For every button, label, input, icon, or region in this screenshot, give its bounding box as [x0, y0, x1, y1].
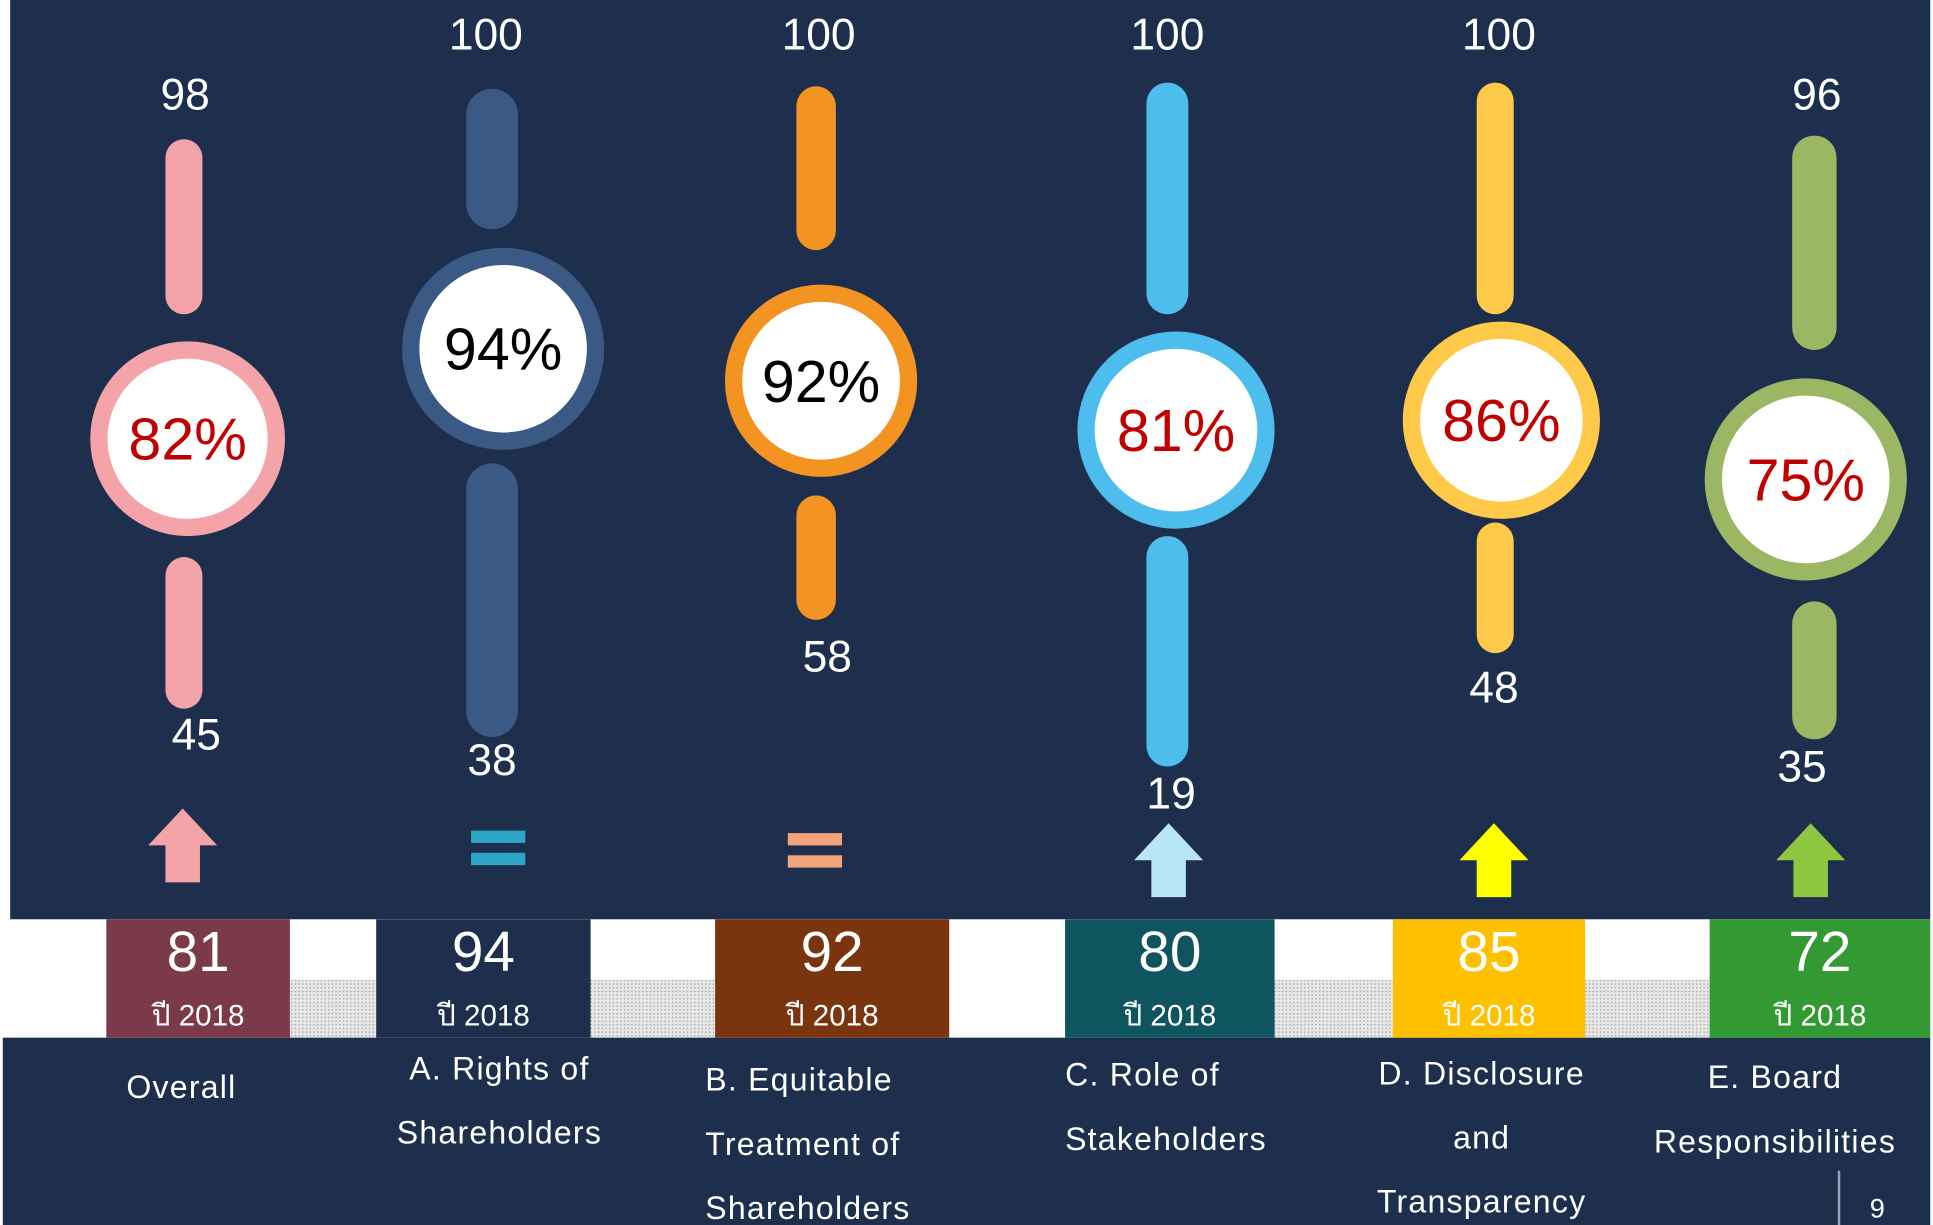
score-box	[106, 919, 290, 1038]
score-box	[1392, 919, 1586, 1038]
score-box	[1065, 919, 1275, 1038]
background	[10, 0, 1931, 920]
score-box	[376, 919, 591, 1038]
category-label: Shareholders	[397, 1115, 602, 1151]
year: ปี 2018	[151, 999, 245, 1032]
percent-ring	[90, 341, 285, 537]
score-box	[715, 919, 950, 1038]
percent-ring	[724, 284, 918, 477]
score: 85	[1458, 921, 1521, 984]
max-value: 100	[782, 10, 856, 59]
max-value: 96	[1792, 71, 1841, 120]
min-value: 35	[1777, 742, 1826, 791]
trend-arrow	[1134, 823, 1204, 898]
percent-ring	[402, 247, 605, 450]
trend-equal	[787, 833, 843, 846]
max-value: 100	[449, 10, 523, 59]
category-label: E. Board	[1708, 1059, 1842, 1095]
score: 94	[452, 921, 515, 984]
percent: 75%	[1747, 446, 1865, 513]
band-shade	[590, 979, 716, 1038]
category-label: Stakeholders	[1065, 1121, 1267, 1157]
trend-arrow	[1776, 823, 1846, 898]
percent: 81%	[1117, 397, 1235, 464]
trend-arrow	[1459, 823, 1529, 898]
percent-ring	[1704, 378, 1907, 581]
category-label: A. Rights of	[409, 1051, 589, 1087]
score-box	[1709, 919, 1931, 1038]
score: 80	[1138, 921, 1201, 984]
percent: 82%	[128, 406, 246, 473]
year: ปี 2018	[785, 999, 879, 1032]
percent: 94%	[444, 316, 562, 383]
score: 81	[167, 921, 230, 984]
trend-arrow	[148, 808, 218, 883]
category-label: B. Equitable	[705, 1062, 893, 1098]
percent-ring	[1402, 321, 1600, 519]
trend-equal	[787, 855, 843, 868]
background	[2, 1037, 1931, 1225]
max-value: 98	[160, 71, 209, 120]
min-value: 19	[1146, 769, 1195, 818]
category-label: and	[1453, 1120, 1510, 1156]
percent: 92%	[762, 348, 880, 415]
band-shade	[1274, 979, 1393, 1038]
year: ปี 2018	[1772, 999, 1866, 1032]
min-value: 48	[1469, 663, 1518, 712]
year: ปี 2018	[1442, 999, 1536, 1032]
category-label: Transparency	[1377, 1184, 1586, 1220]
year: ปี 2018	[436, 999, 530, 1032]
category-label: D. Disclosure	[1378, 1056, 1584, 1092]
score: 72	[1788, 921, 1851, 984]
min-value: 45	[172, 710, 221, 759]
trend-equal	[471, 852, 526, 866]
percent: 86%	[1442, 387, 1560, 454]
max-value: 100	[1130, 10, 1204, 59]
category-label: Responsibilities	[1654, 1123, 1896, 1159]
percent-ring	[1077, 331, 1275, 529]
year: ปี 2018	[1122, 999, 1216, 1032]
category-label: Shareholders	[705, 1190, 910, 1225]
score: 92	[801, 921, 864, 984]
band-shade	[289, 979, 377, 1038]
trend-equal	[471, 830, 526, 843]
min-value: 58	[803, 633, 852, 682]
category-label: C. Role of	[1065, 1057, 1220, 1093]
min-value: 38	[467, 736, 516, 785]
max-value: 100	[1462, 10, 1536, 59]
category-label: Overall	[126, 1069, 236, 1105]
category-label: Treatment of	[705, 1126, 900, 1162]
band-shade	[1585, 979, 1710, 1038]
page-number: 9	[1870, 1193, 1885, 1224]
